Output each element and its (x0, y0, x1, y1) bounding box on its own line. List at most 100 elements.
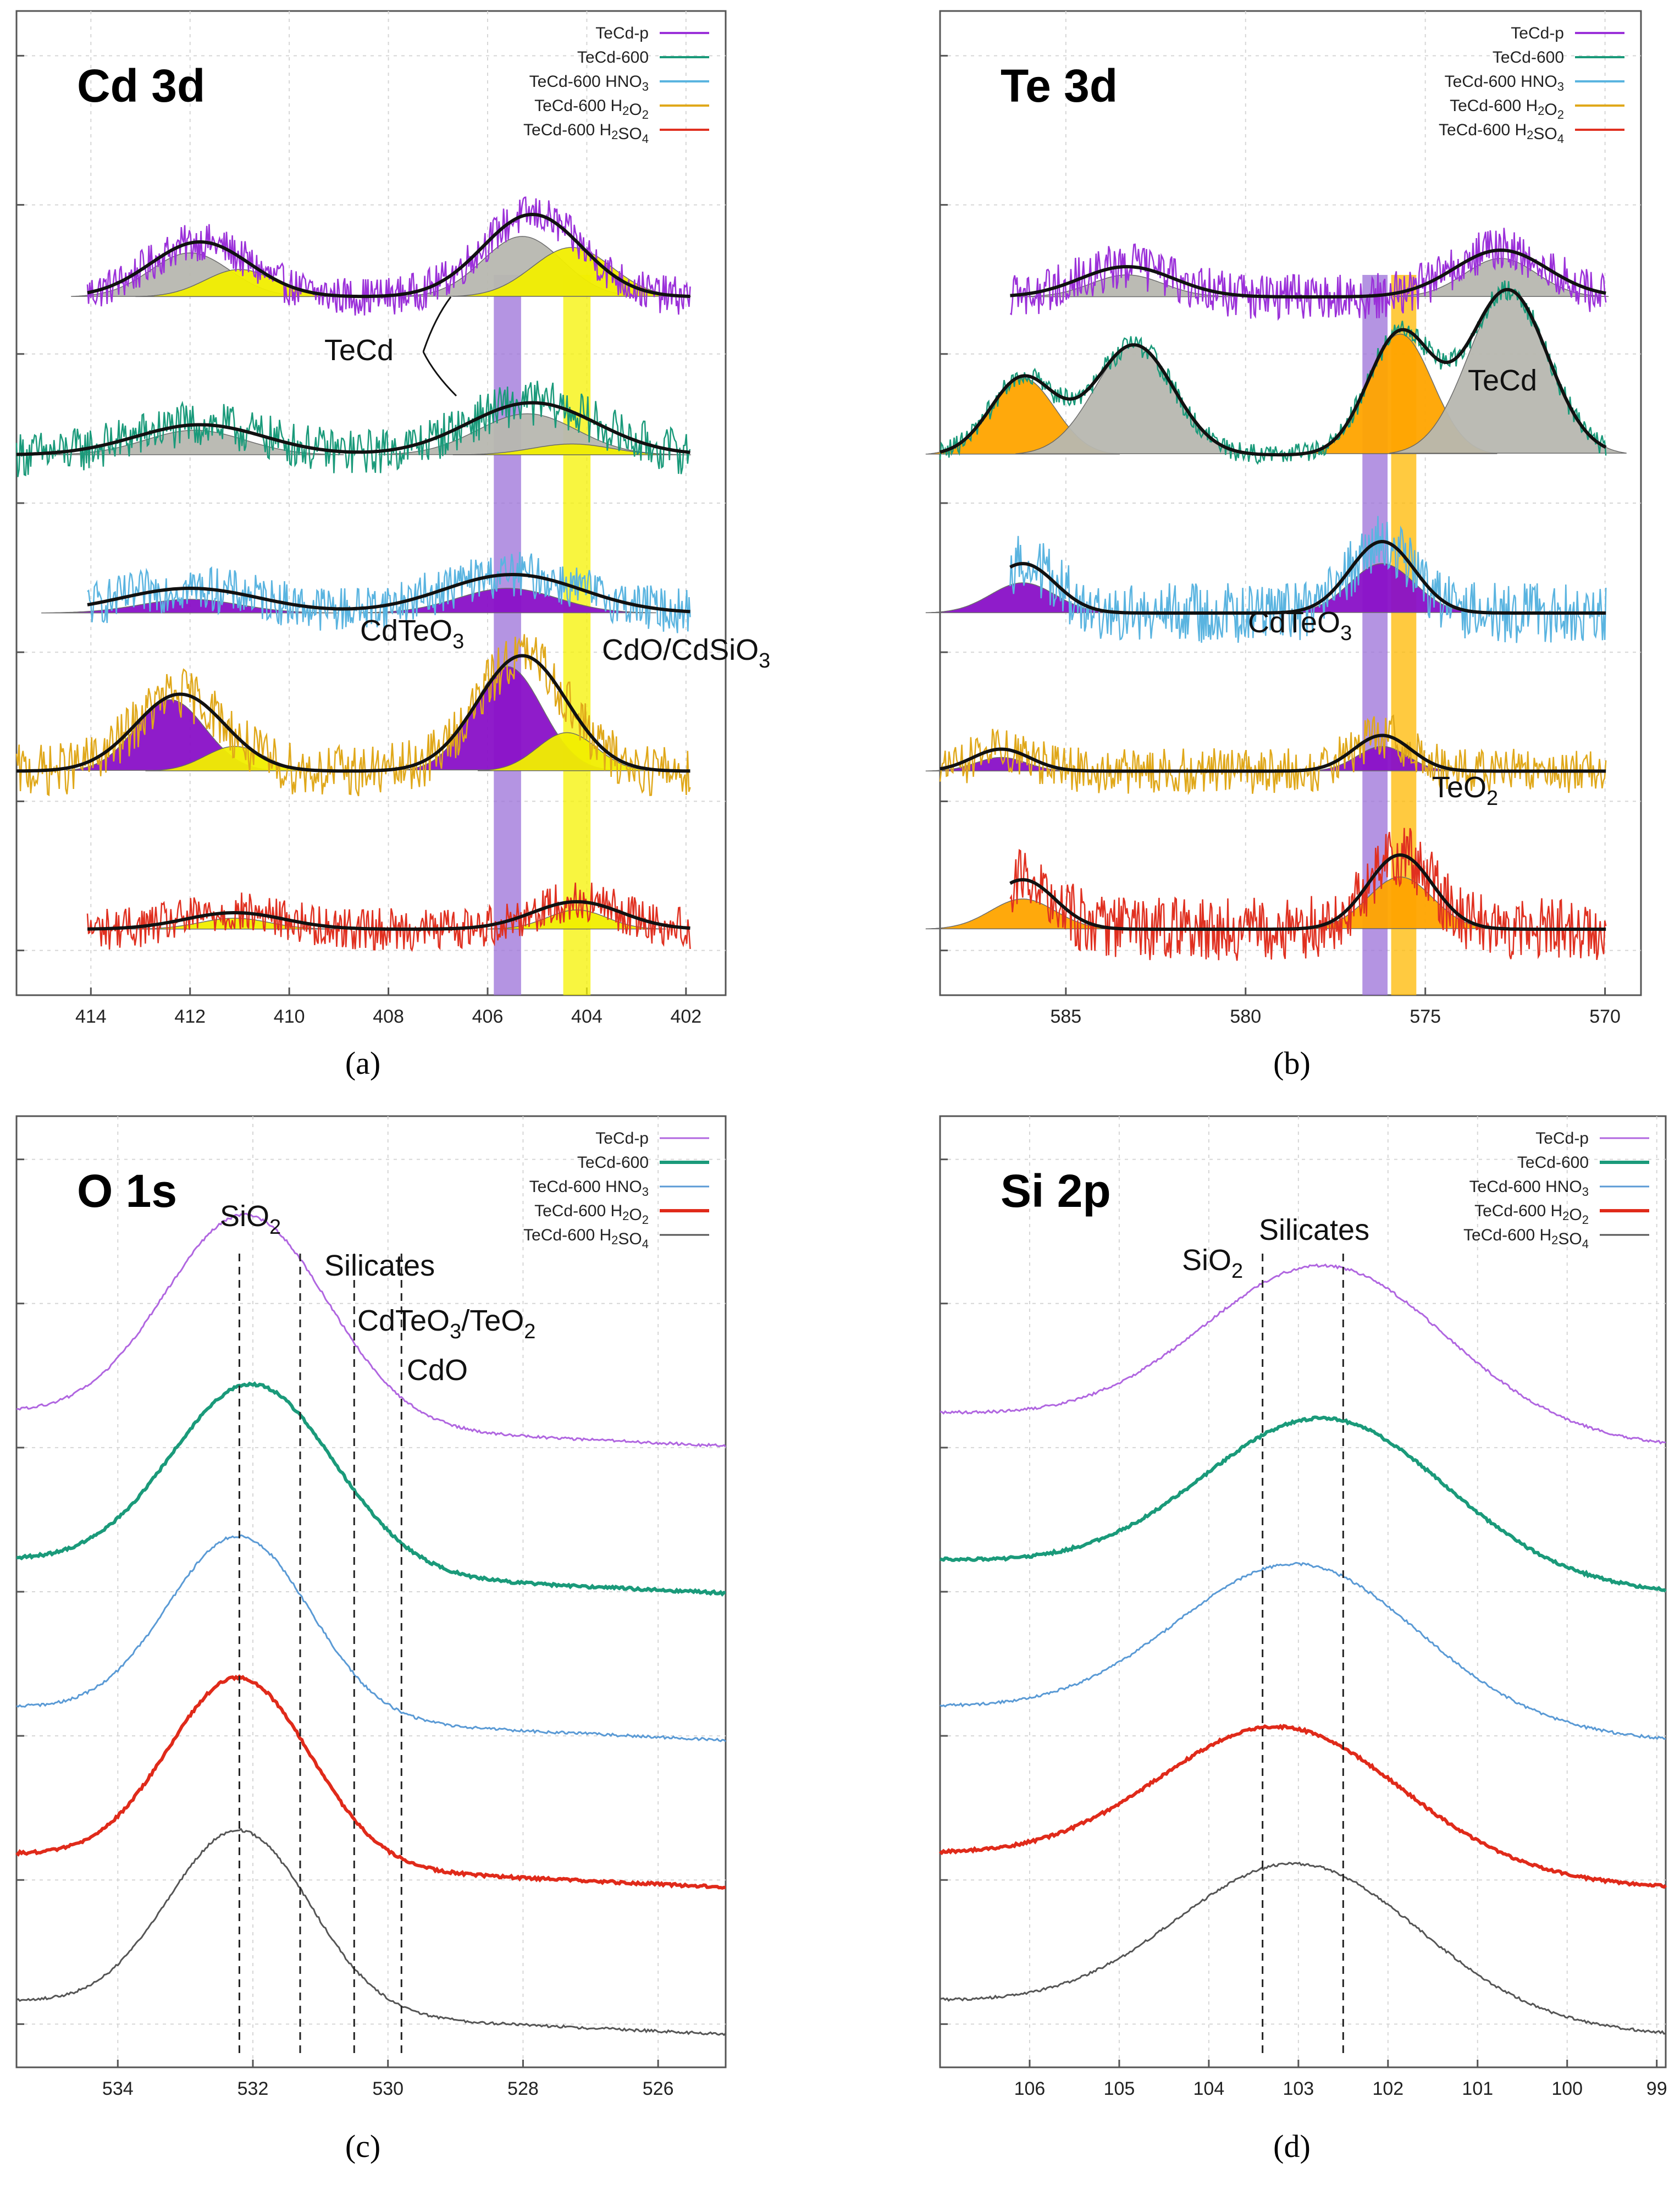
x-tick-label: 104 (1193, 2078, 1225, 2099)
caption-b: (b) (1273, 1045, 1311, 1081)
legend-entry: TeCd-600 H2O2 (1450, 97, 1564, 122)
chart-svg: 585 580 575 570 Te 3d TeCd-p TeCd-600 TeCd-600 … (925, 10, 1642, 1027)
highlight-band (563, 275, 591, 995)
chart-title: Si 2p (1001, 1165, 1111, 1217)
x-tick-label: 580 (1230, 1006, 1261, 1027)
annotation-tecd: TeCd (1468, 364, 1537, 397)
x-tick-label: 402 (670, 1006, 701, 1027)
series-line (16, 1381, 726, 1597)
x-tick-label: 530 (372, 2078, 404, 2099)
legend-entry: TeCd-600 H2O2 (534, 1202, 649, 1227)
caption-d: (d) (1273, 2128, 1311, 2164)
x-tick-label: 105 (1104, 2078, 1135, 2099)
annotation-cdo: CdO (407, 1354, 468, 1387)
legend-entry: TeCd-p (595, 1129, 649, 1147)
annotation-tecd: TeCd (324, 334, 394, 367)
series-line (16, 1212, 727, 1448)
x-tick-label: 526 (643, 2078, 674, 2099)
series-line (16, 1534, 726, 1742)
series-line (940, 1561, 1666, 1740)
fit-envelope (16, 401, 690, 456)
legend-entry: TeCd-600 (1493, 48, 1564, 67)
legend-entry: TeCd-600 H2SO4 (1439, 121, 1564, 146)
raw-series (1009, 228, 1607, 321)
fit-envelope (1009, 539, 1606, 615)
fit-envelope (87, 573, 690, 614)
annotation-silicates: Silicates (324, 1249, 435, 1282)
legend-entry: TeCd-p (1535, 1129, 1589, 1147)
legend-entry: TeCd-p (595, 24, 649, 42)
x-tick-label: 414 (75, 1006, 107, 1027)
highlight-band (494, 275, 521, 995)
x-tick-label: 408 (373, 1006, 404, 1027)
x-tick-label: 532 (237, 2078, 269, 2099)
series-line (940, 1861, 1666, 2035)
series-line (15, 1674, 726, 1890)
x-tick-label: 101 (1462, 2078, 1493, 2099)
x-tick-label: 575 (1410, 1006, 1441, 1027)
annotation-teo2: TeO2 (1432, 771, 1498, 810)
fit-envelope (940, 733, 1606, 773)
annotation-cdteo3: CdTeO3 (360, 614, 464, 653)
series-line (16, 1828, 727, 2037)
legend-entry: TeCd-600 HNO3 (1469, 1178, 1589, 1199)
fit-envelope (87, 212, 690, 299)
chart-svg: 414 412 410 408 406 404 402 Cd 3d TeCd-p TeCd-600… (15, 10, 770, 1027)
raw-series (87, 551, 691, 633)
series-line (940, 1415, 1667, 1593)
legend-entry: TeCd-600 H2O2 (534, 97, 649, 122)
raw-series (86, 196, 691, 316)
caption-c: (c) (345, 2128, 381, 2164)
x-tick-label: 528 (507, 2078, 539, 2099)
x-tick-label: 99 (1646, 2078, 1667, 2099)
chart-title: O 1s (77, 1165, 177, 1217)
series-line (938, 1724, 1667, 1889)
chart-cd3d: 414 412 410 408 406 404 402 Cd 3d TeCd-p TeCd-600… (0, 0, 770, 1034)
fit-envelope (16, 654, 690, 773)
chart-o1s: 534 532 530 528 526 O 1s TeCd-p TeCd-600 TeCd-60… (0, 1105, 737, 2106)
raw-series (15, 380, 691, 477)
raw-series (15, 634, 691, 797)
annotation-cdo-cdsio3: CdO/CdSiO3 (602, 633, 770, 672)
fit-envelope (940, 288, 1607, 457)
annotation-arrow (422, 296, 457, 397)
chart-te3d: 585 580 575 570 Te 3d TeCd-p TeCd-600 TeCd-600 … (925, 0, 1649, 1034)
x-tick-label: 404 (571, 1006, 603, 1027)
x-tick-label: 106 (1014, 2078, 1046, 2099)
x-tick-label: 100 (1551, 2078, 1583, 2099)
x-tick-label: 410 (274, 1006, 305, 1027)
chart-svg: 106 105 104 103 102 101 100 99 Si 2p TeCd-p TeCd-6… (938, 1115, 1667, 2099)
x-tick-label: 412 (174, 1006, 206, 1027)
x-tick-label: 534 (102, 2078, 134, 2099)
caption-a: (a) (345, 1045, 381, 1081)
legend-entry: TeCd-600 (577, 48, 649, 67)
legend-entry: TeCd-600 HNO3 (529, 1178, 649, 1199)
legend-entry: TeCd-600 HNO3 (1445, 73, 1564, 93)
legend-entry: TeCd-600 H2SO4 (1463, 1226, 1589, 1251)
legend-entry: TeCd-p (1511, 24, 1564, 42)
fit-envelope (1009, 853, 1606, 931)
fit-envelope (87, 900, 690, 931)
chart-svg: 534 532 530 528 526 O 1s TeCd-p TeCd-600 TeCd-60… (15, 1115, 727, 2099)
x-tick-label: 585 (1050, 1006, 1081, 1027)
chart-title: Cd 3d (77, 60, 205, 112)
x-tick-label: 406 (472, 1006, 504, 1027)
fit-envelope (1010, 248, 1606, 299)
chart-si2p: 106 105 104 103 102 101 100 99 Si 2p TeCd-p TeCd-6… (935, 1105, 1671, 2106)
annotation-silicates: Silicates (1259, 1213, 1369, 1246)
annotation-cdteo3: CdTeO3 (1248, 606, 1352, 645)
chart-title: Te 3d (1001, 60, 1118, 112)
legend-entry: TeCd-600 (1517, 1154, 1589, 1172)
legend-entry: TeCd-600 (577, 1154, 649, 1172)
legend-entry: TeCd-600 H2O2 (1474, 1202, 1589, 1227)
annotation-sio2: SiO2 (1182, 1244, 1243, 1283)
x-tick-label: 102 (1372, 2078, 1403, 2099)
series-line (940, 1263, 1666, 1445)
annotation-sio2: SiO2 (220, 1200, 281, 1239)
legend-entry: TeCd-600 H2SO4 (523, 1226, 649, 1251)
legend-entry: TeCd-600 H2SO4 (523, 121, 649, 146)
annotation-cdteo3-teo2: CdTeO3/TeO2 (357, 1304, 535, 1343)
x-tick-label: 570 (1589, 1006, 1621, 1027)
legend-entry: TeCd-600 HNO3 (529, 73, 649, 93)
x-tick-label: 103 (1283, 2078, 1314, 2099)
